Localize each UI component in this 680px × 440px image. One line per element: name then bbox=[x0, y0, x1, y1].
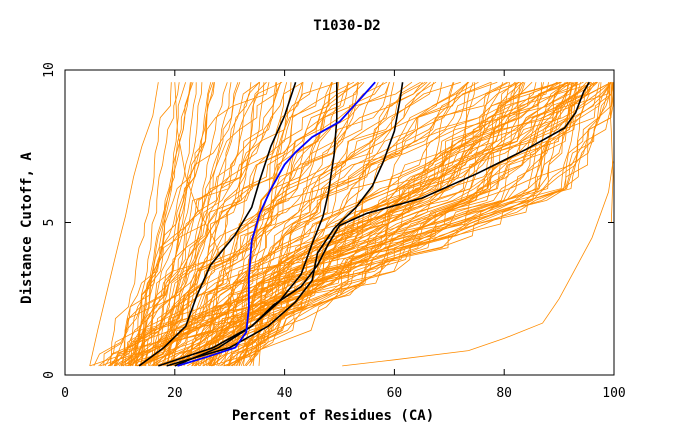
model-curve bbox=[216, 81, 516, 366]
model-curve bbox=[135, 81, 577, 367]
model-curve bbox=[122, 82, 577, 367]
x-tick-label: 80 bbox=[496, 386, 512, 401]
model-curve bbox=[89, 82, 159, 366]
model-curve bbox=[211, 81, 577, 367]
model-curve bbox=[118, 82, 197, 367]
model-curve bbox=[342, 161, 614, 367]
x-tick-label: 20 bbox=[167, 386, 183, 401]
chart-title: T1030-D2 bbox=[313, 18, 380, 34]
model-curve bbox=[121, 82, 252, 367]
x-axis-ticks: 0 20 40 60 80 100 bbox=[61, 70, 626, 401]
model-curve bbox=[109, 82, 521, 367]
y-tick-label: 5 bbox=[42, 219, 57, 227]
model-curve bbox=[230, 82, 572, 367]
model-curve bbox=[148, 82, 476, 367]
model-curve bbox=[113, 82, 261, 367]
model-curve bbox=[219, 82, 612, 367]
model-curve bbox=[120, 82, 474, 367]
reference-curve bbox=[174, 81, 590, 367]
model-curve bbox=[121, 82, 239, 366]
y-axis-label: Distance Cutoff, A bbox=[19, 152, 35, 304]
model-curve bbox=[135, 82, 333, 367]
model-curve bbox=[177, 82, 614, 367]
x-tick-label: 60 bbox=[387, 386, 403, 401]
reference-curve bbox=[158, 82, 338, 367]
model-curve bbox=[103, 82, 313, 366]
model-curve bbox=[177, 82, 359, 367]
model-curve bbox=[169, 81, 359, 366]
model-curve bbox=[165, 81, 437, 367]
model-curve bbox=[196, 81, 566, 366]
model-curve bbox=[147, 81, 520, 367]
model-curve bbox=[135, 81, 260, 366]
model-curve bbox=[156, 82, 610, 366]
model-curve bbox=[144, 82, 203, 367]
highlighted-curve bbox=[177, 81, 376, 367]
model-curve bbox=[229, 81, 469, 366]
model-curve bbox=[93, 81, 561, 367]
model-curve bbox=[139, 82, 232, 367]
model-curve bbox=[125, 81, 260, 366]
model-curve bbox=[122, 82, 215, 367]
y-tick-label: 10 bbox=[42, 62, 57, 78]
model-curve bbox=[174, 82, 253, 363]
model-curve bbox=[109, 82, 194, 366]
model-curve bbox=[140, 82, 390, 367]
x-tick-label: 40 bbox=[277, 386, 293, 401]
model-curve bbox=[228, 82, 525, 367]
model-curve bbox=[107, 82, 278, 367]
model-curve bbox=[140, 81, 461, 366]
model-curve bbox=[224, 81, 519, 367]
model-curve bbox=[99, 82, 215, 367]
model-curve bbox=[238, 81, 578, 367]
model-curve bbox=[210, 81, 572, 367]
reference-curve bbox=[166, 82, 404, 367]
x-tick-label: 100 bbox=[602, 386, 625, 401]
model-curve bbox=[180, 81, 363, 367]
y-tick-label: 0 bbox=[42, 371, 57, 379]
model-curve bbox=[114, 81, 509, 367]
model-curve bbox=[160, 81, 612, 367]
x-axis-label: Percent of Residues (CA) bbox=[232, 408, 434, 424]
model-curve bbox=[139, 81, 561, 367]
model-curve bbox=[131, 82, 186, 367]
model-curve bbox=[109, 82, 172, 366]
model-curve bbox=[136, 81, 267, 367]
model-curve bbox=[144, 82, 241, 366]
highlighted-model-curve bbox=[177, 81, 376, 367]
reference-curve bbox=[138, 81, 297, 367]
background-model-curves bbox=[89, 81, 614, 367]
model-curve bbox=[170, 81, 561, 367]
model-curve bbox=[178, 82, 323, 367]
x-tick-label: 0 bbox=[61, 386, 69, 401]
model-curve bbox=[171, 82, 614, 367]
model-curve bbox=[98, 82, 180, 367]
model-curve bbox=[245, 82, 537, 367]
reference-model-curves bbox=[138, 81, 590, 367]
model-curve bbox=[258, 81, 421, 366]
model-curve bbox=[192, 81, 562, 367]
model-curve bbox=[180, 82, 390, 367]
model-curve bbox=[200, 82, 277, 366]
model-curve bbox=[608, 82, 614, 223]
y-axis-ticks: 0 5 10 bbox=[42, 62, 614, 379]
model-curve bbox=[130, 81, 283, 367]
